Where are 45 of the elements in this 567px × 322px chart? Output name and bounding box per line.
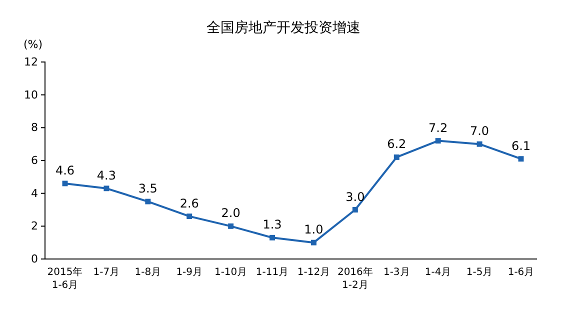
x-tick-label: 1-11月 xyxy=(256,267,289,278)
y-tick-label: 6 xyxy=(31,154,38,168)
x-tick-label: 1-8月 xyxy=(134,267,162,278)
data-label: 3.5 xyxy=(138,182,158,196)
x-tick-label: 2015年 1-6月 xyxy=(47,266,83,291)
y-tick-label: 12 xyxy=(24,56,38,69)
point xyxy=(352,207,358,212)
data-label: 2.0 xyxy=(221,206,240,220)
chart-title: 全国房地产开发投资增速 xyxy=(206,20,360,36)
x-tick-label: 1-6月 xyxy=(508,267,534,278)
point xyxy=(310,240,316,246)
point xyxy=(62,180,68,186)
y-tick-label: 2 xyxy=(31,220,38,233)
point xyxy=(145,198,151,204)
point xyxy=(270,234,276,240)
data-label: 6.1 xyxy=(511,138,531,153)
data-label: 1.0 xyxy=(304,222,324,237)
point xyxy=(186,214,192,220)
y-axis-title: (%) xyxy=(23,38,43,51)
point xyxy=(435,138,441,144)
data-label: 7.0 xyxy=(470,124,490,138)
data-label: 3.0 xyxy=(346,190,365,204)
x-tick-label: 1-4月 xyxy=(424,267,452,278)
x-tick-label: 1-3月 xyxy=(383,267,410,278)
x-tick-label: 2016年 1-2月 xyxy=(337,266,373,291)
data-label: 4.6 xyxy=(55,163,75,178)
data-label: 1.3 xyxy=(262,218,282,232)
x-tick-label: 1-9月 xyxy=(176,267,203,278)
point xyxy=(104,186,110,192)
data-label: 6.2 xyxy=(387,137,406,152)
point xyxy=(394,154,400,160)
point xyxy=(476,141,482,147)
y-tick-label: 8 xyxy=(31,121,38,134)
data-label: 7.2 xyxy=(428,120,448,135)
x-tick-label: 1-5月 xyxy=(466,267,493,278)
y-tick-label: 0 xyxy=(31,252,38,266)
x-tick-label: 1-7月 xyxy=(93,267,120,278)
x-tick-label: 1-12月 xyxy=(297,267,330,278)
y-tick-label: 10 xyxy=(24,88,38,102)
data-label: 2.6 xyxy=(180,196,199,210)
point xyxy=(228,223,234,229)
data-label: 4.3 xyxy=(96,168,116,182)
x-tick-label: 1-10月 xyxy=(214,267,248,278)
y-tick-label: 4 xyxy=(31,186,38,200)
point xyxy=(518,156,524,162)
